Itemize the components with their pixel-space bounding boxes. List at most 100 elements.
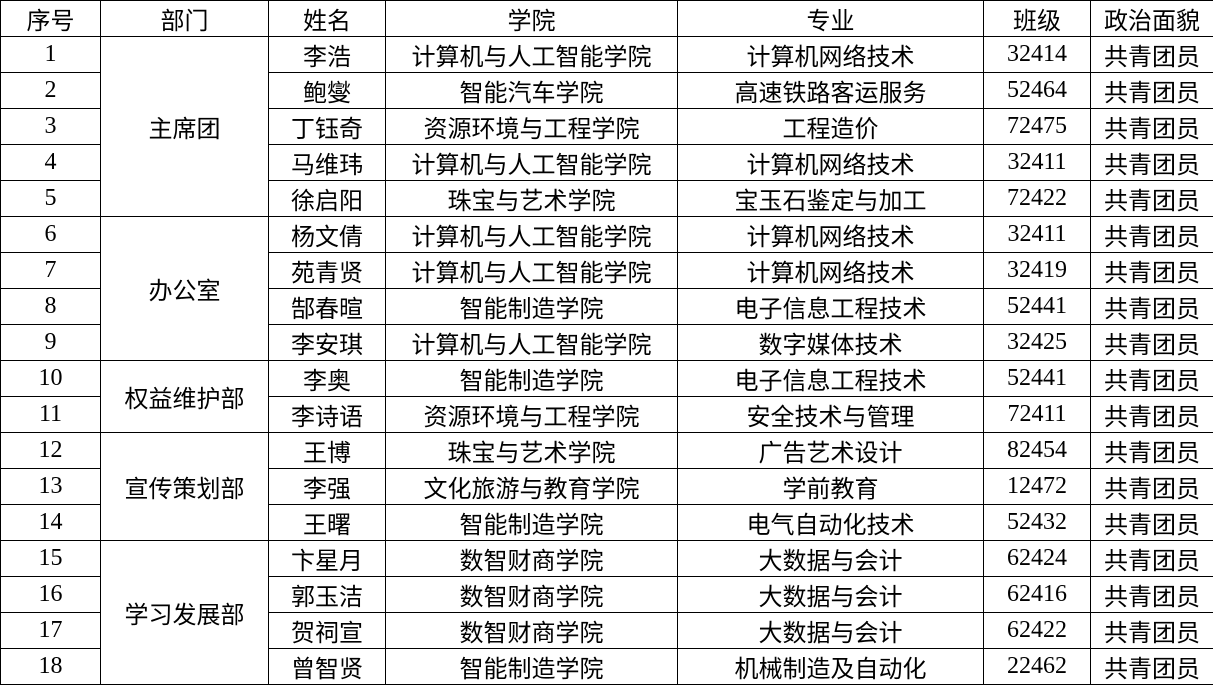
status-cell: 共青团员 — [1091, 253, 1213, 289]
status-cell: 共青团员 — [1091, 217, 1213, 253]
name-cell: 李安琪 — [269, 325, 386, 361]
department-cell: 办公室 — [101, 217, 269, 361]
major-cell: 数字媒体技术 — [678, 325, 984, 361]
status-cell: 共青团员 — [1091, 37, 1213, 73]
index-cell: 2 — [1, 73, 101, 109]
college-cell: 资源环境与工程学院 — [386, 397, 678, 433]
status-cell: 共青团员 — [1091, 577, 1213, 613]
class-cell: 62422 — [984, 613, 1091, 649]
header-cell: 政治面貌 — [1091, 1, 1213, 37]
class-cell: 32411 — [984, 145, 1091, 181]
college-cell: 文化旅游与教育学院 — [386, 469, 678, 505]
index-cell: 10 — [1, 361, 101, 397]
name-cell: 马维玮 — [269, 145, 386, 181]
status-cell: 共青团员 — [1091, 109, 1213, 145]
status-cell: 共青团员 — [1091, 541, 1213, 577]
major-cell: 计算机网络技术 — [678, 217, 984, 253]
header-cell: 序号 — [1, 1, 101, 37]
class-cell: 52441 — [984, 361, 1091, 397]
name-cell: 卞星月 — [269, 541, 386, 577]
name-cell: 鲍燮 — [269, 73, 386, 109]
status-cell: 共青团员 — [1091, 613, 1213, 649]
college-cell: 计算机与人工智能学院 — [386, 217, 678, 253]
index-cell: 6 — [1, 217, 101, 253]
name-cell: 李强 — [269, 469, 386, 505]
college-cell: 数智财商学院 — [386, 577, 678, 613]
class-cell: 32419 — [984, 253, 1091, 289]
name-cell: 王博 — [269, 433, 386, 469]
status-cell: 共青团员 — [1091, 505, 1213, 541]
class-cell: 32414 — [984, 37, 1091, 73]
class-cell: 62424 — [984, 541, 1091, 577]
major-cell: 大数据与会计 — [678, 541, 984, 577]
major-cell: 计算机网络技术 — [678, 145, 984, 181]
name-cell: 徐启阳 — [269, 181, 386, 217]
college-cell: 资源环境与工程学院 — [386, 109, 678, 145]
header-cell: 班级 — [984, 1, 1091, 37]
status-cell: 共青团员 — [1091, 469, 1213, 505]
department-cell: 宣传策划部 — [101, 433, 269, 541]
class-cell: 72422 — [984, 181, 1091, 217]
index-cell: 13 — [1, 469, 101, 505]
index-cell: 11 — [1, 397, 101, 433]
college-cell: 数智财商学院 — [386, 613, 678, 649]
college-cell: 数智财商学院 — [386, 541, 678, 577]
status-cell: 共青团员 — [1091, 145, 1213, 181]
class-cell: 52464 — [984, 73, 1091, 109]
college-cell: 计算机与人工智能学院 — [386, 253, 678, 289]
status-cell: 共青团员 — [1091, 361, 1213, 397]
major-cell: 电子信息工程技术 — [678, 289, 984, 325]
name-cell: 贺祠宣 — [269, 613, 386, 649]
name-cell: 丁钰奇 — [269, 109, 386, 145]
status-cell: 共青团员 — [1091, 181, 1213, 217]
name-cell: 李奥 — [269, 361, 386, 397]
class-cell: 72411 — [984, 397, 1091, 433]
header-cell: 专业 — [678, 1, 984, 37]
class-cell: 52432 — [984, 505, 1091, 541]
name-cell: 郭玉洁 — [269, 577, 386, 613]
department-cell: 权益维护部 — [101, 361, 269, 433]
index-cell: 16 — [1, 577, 101, 613]
name-cell: 苑青贤 — [269, 253, 386, 289]
header-cell: 部门 — [101, 1, 269, 37]
major-cell: 广告艺术设计 — [678, 433, 984, 469]
name-cell: 李诗语 — [269, 397, 386, 433]
major-cell: 高速铁路客运服务 — [678, 73, 984, 109]
index-cell: 7 — [1, 253, 101, 289]
index-cell: 12 — [1, 433, 101, 469]
index-cell: 3 — [1, 109, 101, 145]
major-cell: 大数据与会计 — [678, 577, 984, 613]
college-cell: 计算机与人工智能学院 — [386, 37, 678, 73]
status-cell: 共青团员 — [1091, 73, 1213, 109]
major-cell: 计算机网络技术 — [678, 253, 984, 289]
college-cell: 智能汽车学院 — [386, 73, 678, 109]
index-cell: 9 — [1, 325, 101, 361]
header-cell: 学院 — [386, 1, 678, 37]
status-cell: 共青团员 — [1091, 433, 1213, 469]
class-cell: 32425 — [984, 325, 1091, 361]
major-cell: 宝玉石鉴定与加工 — [678, 181, 984, 217]
header-row: 序号部门姓名学院专业班级政治面貌 — [1, 1, 1213, 37]
index-cell: 15 — [1, 541, 101, 577]
index-cell: 4 — [1, 145, 101, 181]
major-cell: 大数据与会计 — [678, 613, 984, 649]
index-cell: 5 — [1, 181, 101, 217]
index-cell: 8 — [1, 289, 101, 325]
name-cell: 杨文倩 — [269, 217, 386, 253]
name-cell: 李浩 — [269, 37, 386, 73]
major-cell: 电气自动化技术 — [678, 505, 984, 541]
major-cell: 学前教育 — [678, 469, 984, 505]
college-cell: 计算机与人工智能学院 — [386, 325, 678, 361]
header-cell: 姓名 — [269, 1, 386, 37]
college-cell: 智能制造学院 — [386, 361, 678, 397]
status-cell: 共青团员 — [1091, 325, 1213, 361]
name-cell: 王曙 — [269, 505, 386, 541]
major-cell: 安全技术与管理 — [678, 397, 984, 433]
